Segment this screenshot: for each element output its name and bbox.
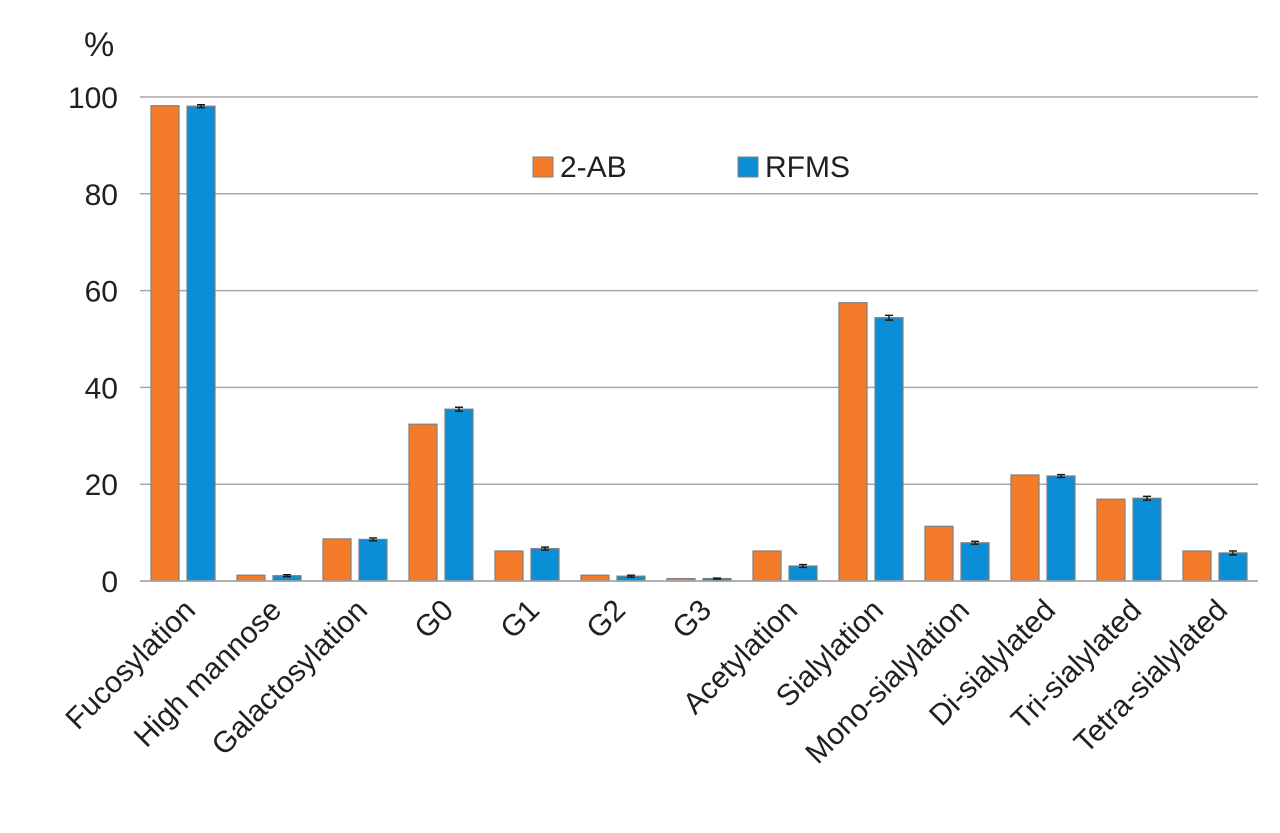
bar-2-ab-acetylation [752,550,782,582]
x-tick-label: High mannose [128,594,288,754]
bar-2-ab-tetra-sialylated [1182,550,1212,582]
legend: 2-AB RFMS [532,151,850,184]
bar-rfms-tri-sialylated [1132,497,1162,582]
bar-2-ab-mono-sialylation [924,525,954,582]
bar-rfms-g1 [530,547,560,582]
bar-2-ab-g2 [580,574,610,582]
bar-2-ab-sialylation [838,302,868,582]
bar-rfms-sialylation [874,317,904,582]
error-bar [369,537,377,542]
bar-rfms-g0 [444,408,474,582]
legend-swatch-2-ab [532,156,554,178]
gridlines [140,96,1258,582]
y-tick-label: 60 [85,276,118,309]
x-tick-label: G3 [666,594,718,646]
bar-2-ab-di-sialylated [1010,474,1040,582]
error-bar [1229,550,1237,556]
bars [140,104,1258,582]
legend-label: RFMS [765,151,850,184]
error-bar [885,314,893,321]
bar-rfms-mono-sialylation [960,542,990,582]
error-bar [713,577,721,580]
error-bar [283,574,291,578]
x-tick-label: G2 [580,594,632,646]
y-tick-label: 20 [85,469,118,502]
bar-2-ab-galactosylation [322,538,352,582]
x-tick-label: Galactosylation [206,594,374,762]
bar-rfms-fucosylation [186,105,216,582]
legend-swatch-rfms [737,156,759,178]
legend-label: 2-AB [560,151,627,184]
y-tick-label: 100 [68,82,118,115]
bar-rfms-di-sialylated [1046,475,1076,582]
bar-rfms-acetylation [788,565,818,582]
y-tick-label: 80 [85,179,118,212]
error-bar [799,563,807,569]
x-tick-label: G1 [494,594,546,646]
error-bar [541,546,549,551]
bar-2-ab-fucosylation [150,105,180,582]
y-tick-label: 0 [101,566,118,599]
y-axis-title: % [84,26,114,64]
error-bar [627,574,635,578]
error-bar [455,406,463,412]
bar-rfms-tetra-sialylated [1218,552,1248,582]
error-bar [1057,473,1065,479]
error-bar [197,104,205,109]
error-bar [971,540,979,545]
x-tick-label: G0 [408,594,460,646]
bar-2-ab-g1 [494,550,524,582]
bar-rfms-galactosylation [358,538,388,582]
error-bar [1143,495,1151,501]
y-tick-label: 40 [85,372,118,405]
bar-2-ab-high-mannose [236,574,266,582]
bar-2-ab-tri-sialylated [1096,498,1126,582]
bar-2-ab-g0 [408,423,438,582]
x-tick-label: Tetra-sialylated [1068,594,1234,760]
y-axis-ticks: 0 20 40 60 80 100 [68,82,118,599]
